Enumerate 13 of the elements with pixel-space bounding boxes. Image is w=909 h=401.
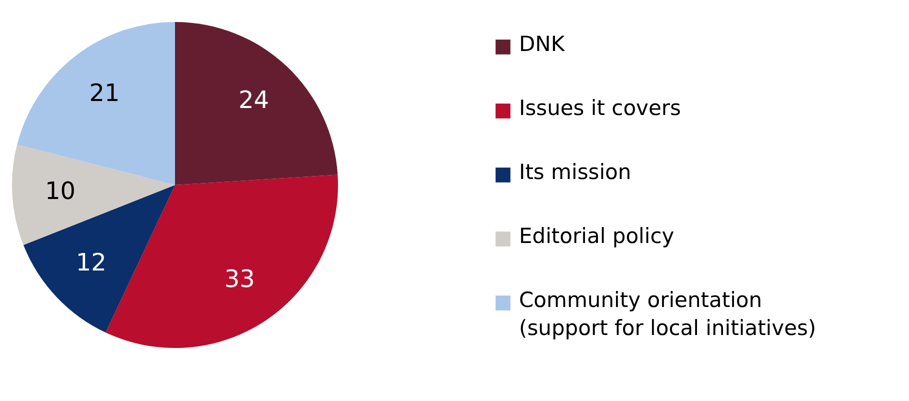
legend-label: Community orientation (support for local initiatives) [519,288,816,340]
data-label: 21 [89,79,120,108]
legend-label: Its mission [519,160,632,184]
data-label: 33 [224,265,255,294]
data-label: 24 [238,86,269,114]
legend-label: Editorial policy [519,224,674,248]
legend-label: DNK [519,32,566,56]
legend-label: Issues it covers [519,96,681,120]
pie-slice [106,174,338,348]
pie-slice [175,22,338,185]
pie-slice [12,144,175,246]
data-label: 12 [76,248,106,277]
data-label: 10 [44,177,76,206]
